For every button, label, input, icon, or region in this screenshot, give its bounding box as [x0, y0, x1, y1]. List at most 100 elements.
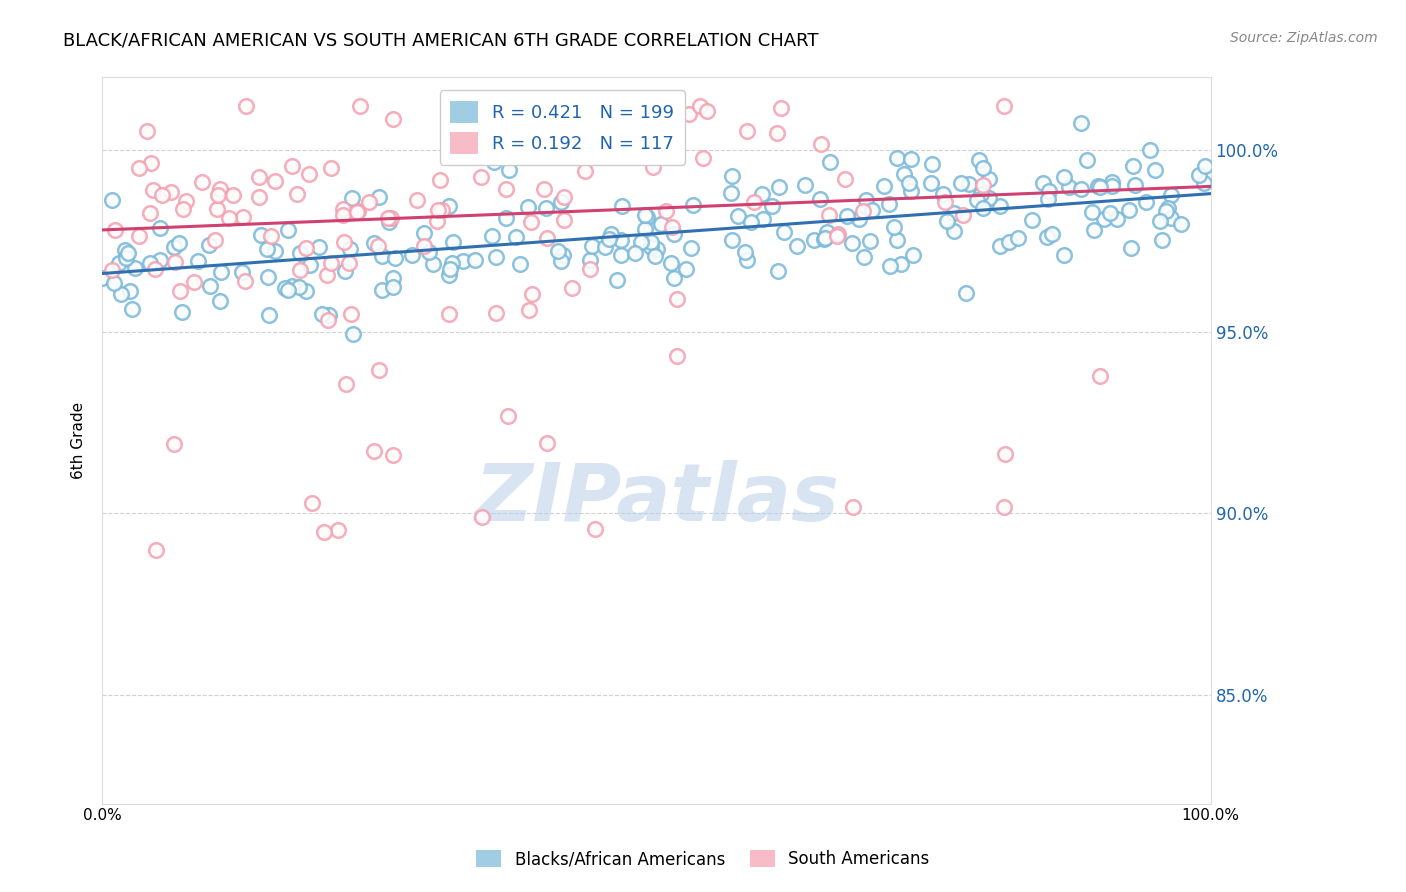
Point [994, 448, 1017, 462]
Point [169, 284, 191, 298]
Point [547, 244, 569, 259]
Point [794, 178, 817, 192]
Point [561, 281, 583, 295]
Point [988, 199, 1011, 213]
Point [773, 225, 796, 239]
Point [121, 301, 143, 316]
Point [1070, 116, 1092, 130]
Point [1192, 177, 1215, 191]
Point [993, 99, 1015, 113]
Point [1040, 227, 1063, 241]
Point [662, 271, 685, 285]
Point [312, 524, 335, 539]
Point [598, 146, 620, 161]
Point [970, 186, 993, 201]
Point [367, 239, 389, 253]
Point [381, 448, 404, 462]
Point [1157, 201, 1180, 215]
Point [979, 172, 1001, 186]
Point [606, 273, 628, 287]
Point [598, 232, 620, 246]
Point [1087, 179, 1109, 194]
Point [274, 281, 297, 295]
Point [187, 253, 209, 268]
Point [145, 543, 167, 558]
Point [486, 112, 509, 127]
Point [247, 170, 270, 185]
Point [114, 243, 136, 257]
Point [384, 251, 406, 265]
Point [371, 249, 394, 263]
Point [139, 206, 162, 220]
Point [689, 99, 711, 113]
Point [624, 246, 647, 260]
Point [553, 190, 575, 204]
Point [495, 211, 517, 225]
Point [520, 215, 543, 229]
Point [681, 241, 703, 255]
Point [412, 226, 434, 240]
Point [740, 215, 762, 229]
Point [332, 202, 354, 217]
Point [260, 228, 283, 243]
Point [574, 164, 596, 178]
Point [143, 262, 166, 277]
Point [299, 258, 322, 272]
Point [970, 186, 993, 201]
Point [827, 227, 849, 241]
Point [827, 227, 849, 241]
Point [520, 215, 543, 229]
Point [413, 238, 436, 252]
Point [972, 161, 994, 175]
Point [1154, 204, 1177, 219]
Point [277, 223, 299, 237]
Point [115, 251, 138, 265]
Point [498, 163, 520, 178]
Point [136, 124, 159, 138]
Point [841, 236, 863, 251]
Point [1088, 369, 1111, 384]
Point [1118, 203, 1140, 218]
Point [191, 175, 214, 189]
Point [520, 287, 543, 301]
Point [295, 240, 318, 254]
Point [1150, 234, 1173, 248]
Point [803, 233, 825, 247]
Point [205, 202, 228, 216]
Point [339, 307, 361, 321]
Point [1122, 159, 1144, 173]
Point [768, 179, 790, 194]
Point [522, 145, 544, 160]
Point [957, 177, 980, 191]
Point [335, 377, 357, 392]
Point [1135, 195, 1157, 210]
Point [460, 138, 482, 153]
Point [382, 112, 405, 126]
Point [742, 195, 765, 210]
Point [848, 211, 870, 226]
Point [349, 99, 371, 113]
Point [1149, 214, 1171, 228]
Point [110, 287, 132, 301]
Point [141, 156, 163, 170]
Point [1123, 178, 1146, 192]
Point [988, 239, 1011, 253]
Point [1123, 178, 1146, 192]
Point [346, 204, 368, 219]
Point [536, 201, 558, 215]
Point [815, 225, 838, 239]
Point [818, 208, 841, 222]
Point [287, 280, 309, 294]
Point [209, 293, 232, 308]
Point [481, 229, 503, 244]
Point [536, 435, 558, 450]
Point [311, 307, 333, 321]
Point [288, 262, 311, 277]
Point [1057, 180, 1080, 194]
Point [371, 284, 394, 298]
Point [977, 191, 1000, 205]
Point [636, 210, 658, 224]
Point [311, 307, 333, 321]
Point [232, 210, 254, 224]
Point [855, 193, 877, 207]
